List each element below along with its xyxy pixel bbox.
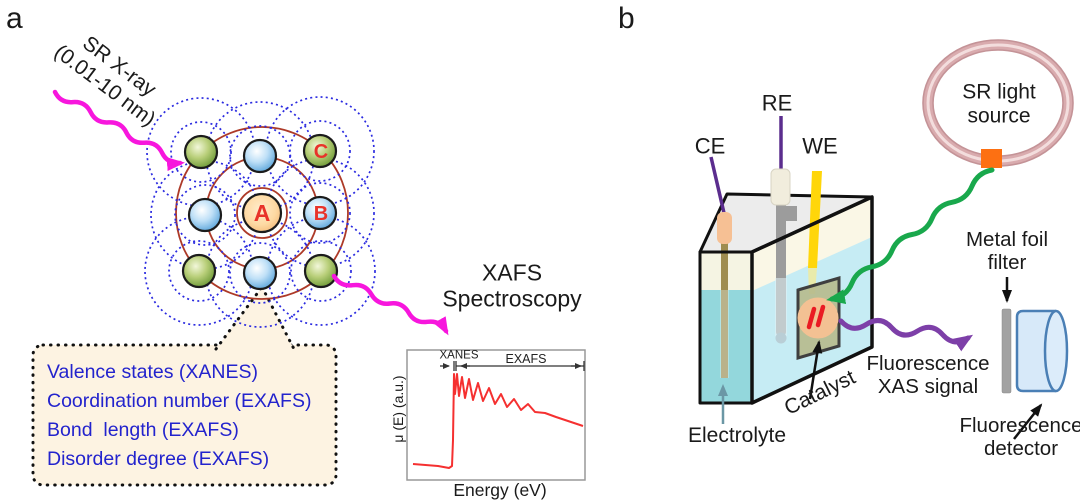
detector-label-line2: detector [983,437,1059,460]
xanes-region-label: XANES [439,349,479,362]
xafs-spectrum-plot [406,349,586,481]
panel-b-label: b [618,2,635,35]
absorption-curve [412,373,584,469]
info-callout-box [31,343,338,487]
scatterer-atom [183,134,219,170]
info-line-bond-length: Bond length (EXAFS) [47,419,239,441]
neighbor-atom-letter-b: B [313,202,329,225]
detector-label: Fluorescence detector [959,414,1080,461]
info-line-valence: Valence states (XANES) [47,361,258,383]
electrochemical-cell [698,116,874,405]
absorber-atom-a [241,192,283,234]
counter-electrode-label: CE [694,133,726,159]
info-line-coordination: Coordination number (EXAFS) [47,390,312,412]
filter-label-line1: Metal foil [965,228,1049,252]
scatterer-atom [187,197,223,233]
beam-exit-port [981,149,1002,168]
region-range-arrows [440,361,585,371]
working-electrode-label: WE [802,133,838,159]
filter-label-line2: filter [987,251,1027,274]
technique-title-line2: Spectroscopy [442,285,582,311]
atom-cluster [144,96,376,328]
reference-electrode [770,116,797,344]
sr-source-label-line2: source [967,104,1031,127]
sr-source-label-line1: SR light [962,80,1036,104]
spectrum-xlabel: Energy (eV) [453,480,547,501]
scatterer-atom [181,253,217,289]
technique-title-line1: XAFS [481,259,543,286]
catalyst-marks [806,304,826,330]
signal-label-line1: Fluorescence [866,352,990,376]
scatterer-atom [242,138,278,174]
neighbor-atom-letter-c: C [313,140,329,163]
outgoing-xray-arrow [331,273,449,336]
reference-electrode-label: RE [761,90,793,116]
fluorescence-detector [1015,309,1069,393]
info-line-disorder: Disorder degree (EXAFS) [47,448,270,470]
detector-pointer-arrow [1013,403,1043,440]
scatterer-atom-c [302,133,338,169]
fluorescence-signal-arrow [838,318,974,352]
spectrum-ylabel: μ (E) (a.u.) [390,375,407,443]
scatterer-atom [242,255,278,291]
exafs-region-label: EXAFS [505,352,547,366]
scatterer-atom-b [302,195,338,231]
technique-title: XAFS Spectroscopy [442,259,582,312]
absorber-atom-letter: A [253,200,271,227]
sr-source-label: SR light source [962,80,1036,127]
detector-label-line1: Fluorescence [959,414,1080,438]
signal-label-line2: XAS signal [877,375,979,398]
scatterer-atom [303,253,339,289]
sr-beam-arrow [826,167,995,305]
filter-label: Metal foil filter [965,228,1049,275]
callout-notch-edges [214,285,296,351]
incident-xray-arrow [52,89,185,172]
electrolyte-label: Electrolyte [687,424,787,448]
storage-ring [922,39,1074,168]
signal-label: Fluorescence XAS signal [866,352,990,399]
atoms [181,133,339,291]
counter-electrode [709,156,732,378]
panel-a-label: a [6,2,23,35]
callout-notch [216,287,294,349]
catalyst-pointer-arrow [808,340,823,400]
metal-foil-filter [1001,308,1012,394]
